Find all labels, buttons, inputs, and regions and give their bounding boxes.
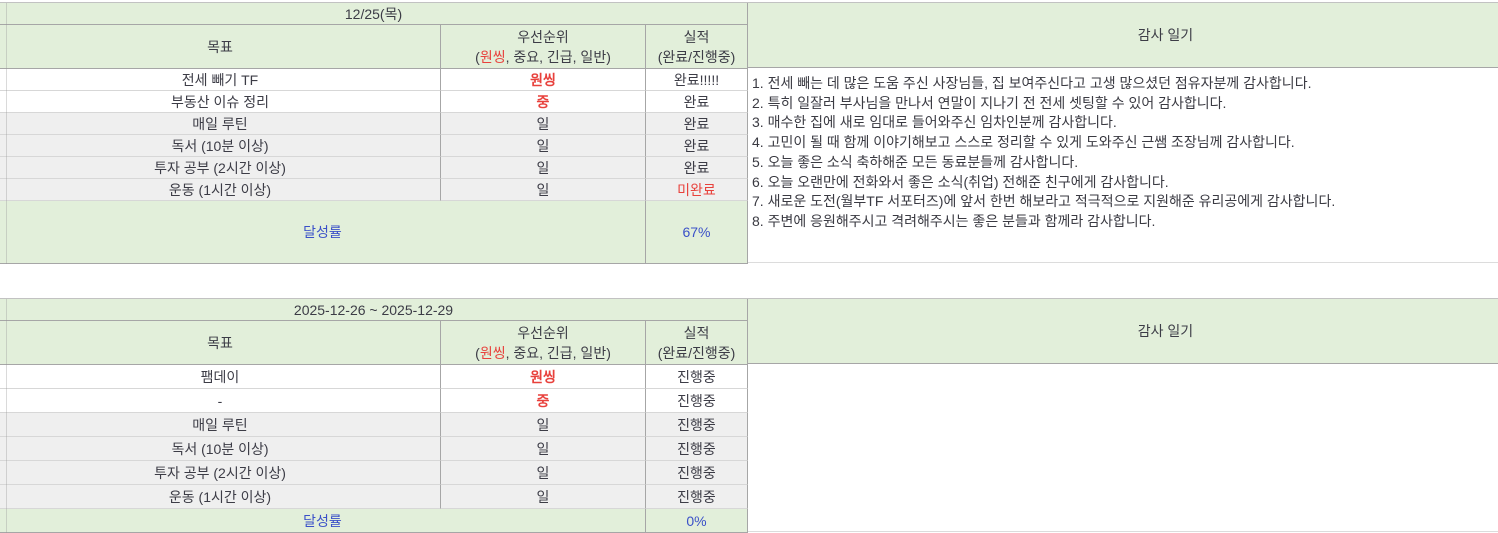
priority-cell[interactable]: 중	[441, 91, 646, 113]
diary-line: 6. 오늘 오랜만에 전화와서 좋은 소식(취업) 전해준 친구에게 감사합니다…	[752, 173, 1169, 190]
priority-cell[interactable]: 일	[441, 413, 646, 437]
goal-cell[interactable]: 운동 (1시간 이상)	[0, 179, 441, 201]
status-cell[interactable]: 진행중	[646, 461, 748, 485]
priority-cell[interactable]: 일	[441, 157, 646, 179]
result-column-header[interactable]: 실적 (완료/진행중)	[646, 25, 748, 69]
goal-cell[interactable]: 매일 루틴	[0, 113, 441, 135]
result-column-label: 실적	[683, 28, 710, 45]
diary-line: 2. 특히 일잘러 부사님을 만나서 연말이 지나기 전 전세 셋팅할 수 있어…	[752, 94, 1227, 111]
result-column-sublabel: (완료/진행중)	[657, 344, 736, 361]
result-column-sublabel: (완료/진행중)	[657, 48, 736, 65]
priority-column-label: 우선순위	[517, 28, 569, 45]
status-cell[interactable]: 완료	[646, 157, 748, 179]
achievement-rate-label[interactable]: 달성률	[0, 201, 646, 264]
diary-line: 1. 전세 빼는 데 많은 도움 주신 사장님들, 집 보여주신다고 고생 많으…	[752, 75, 1312, 91]
diary-line: 5. 오늘 좋은 소식 축하해준 모든 동료분들께 감사합니다.	[752, 153, 1079, 170]
priority-cell[interactable]: 일	[441, 113, 646, 135]
status-cell[interactable]: 미완료	[646, 179, 748, 201]
diary-line: 7. 새로운 도전(월부TF 서포터즈)에 앞서 한번 해보라고 적극적으로 지…	[752, 193, 1336, 210]
period-header-cell[interactable]: 12/25(목)	[0, 3, 748, 25]
priority-cell[interactable]: 일	[441, 135, 646, 157]
goal-cell[interactable]: 매일 루틴	[0, 413, 441, 437]
weekly-goal-table: 2025-12-26 ~ 2025-12-29 목표 우선순위 (원씽, 중요,…	[0, 298, 748, 533]
priority-column-header[interactable]: 우선순위 (원씽, 중요, 긴급, 일반)	[441, 321, 646, 365]
priority-cell[interactable]: 일	[441, 485, 646, 509]
diary-line: 4. 고민이 될 때 함께 이야기해보고 스스로 정리할 수 있게 도와주신 근…	[752, 134, 1295, 151]
goal-cell[interactable]: 팸데이	[0, 365, 441, 389]
gratitude-diary-header[interactable]: 감사 일기	[748, 298, 1498, 364]
goal-cell[interactable]: -	[0, 389, 441, 413]
priority-cell[interactable]: 일	[441, 461, 646, 485]
gratitude-diary-content[interactable]	[748, 364, 1498, 532]
achievement-rate-value[interactable]: 67%	[646, 201, 748, 264]
daily-goal-table: 12/25(목) 목표 우선순위 (원씽, 중요, 긴급, 일반) 실적 (완료…	[0, 2, 748, 264]
goal-column-header[interactable]: 목표	[0, 25, 441, 69]
gratitude-diary-content[interactable]: 1. 전세 빼는 데 많은 도움 주신 사장님들, 집 보여주신다고 고생 많으…	[748, 68, 1498, 263]
priority-column-label: 우선순위	[517, 324, 569, 341]
diary-line: 8. 주변에 응원해주시고 격려해주시는 좋은 분들과 함께라 감사합니다.	[752, 212, 1156, 229]
period-header-cell[interactable]: 2025-12-26 ~ 2025-12-29	[0, 299, 748, 321]
priority-cell[interactable]: 원씽	[441, 365, 646, 389]
status-cell[interactable]: 완료	[646, 91, 748, 113]
goal-column-label: 목표	[207, 334, 233, 351]
priority-column-header[interactable]: 우선순위 (원씽, 중요, 긴급, 일반)	[441, 25, 646, 69]
status-cell[interactable]: 진행중	[646, 389, 748, 413]
goal-cell[interactable]: 전세 빼기 TF	[0, 69, 441, 91]
status-cell[interactable]: 진행중	[646, 437, 748, 461]
result-column-label: 실적	[683, 324, 710, 341]
achievement-rate-value[interactable]: 0%	[646, 509, 748, 533]
goal-cell[interactable]: 독서 (10분 이상)	[0, 437, 441, 461]
goal-cell[interactable]: 부동산 이슈 정리	[0, 91, 441, 113]
priority-cell[interactable]: 중	[441, 389, 646, 413]
status-cell[interactable]: 진행중	[646, 365, 748, 389]
goal-cell[interactable]: 투자 공부 (2시간 이상)	[0, 461, 441, 485]
priority-cell[interactable]: 원씽	[441, 69, 646, 91]
achievement-rate-label[interactable]: 달성률	[0, 509, 646, 533]
priority-column-sublabel: (원씽, 중요, 긴급, 일반)	[475, 48, 611, 65]
goal-cell[interactable]: 투자 공부 (2시간 이상)	[0, 157, 441, 179]
status-cell[interactable]: 진행중	[646, 485, 748, 509]
gratitude-diary-header[interactable]: 감사 일기	[748, 2, 1498, 68]
goal-column-label: 목표	[207, 38, 233, 55]
goal-cell[interactable]: 독서 (10분 이상)	[0, 135, 441, 157]
status-cell[interactable]: 완료	[646, 113, 748, 135]
priority-cell[interactable]: 일	[441, 179, 646, 201]
status-cell[interactable]: 진행중	[646, 413, 748, 437]
priority-cell[interactable]: 일	[441, 437, 646, 461]
goal-column-header[interactable]: 목표	[0, 321, 441, 365]
priority-column-sublabel: (원씽, 중요, 긴급, 일반)	[475, 344, 611, 361]
status-cell[interactable]: 완료	[646, 135, 748, 157]
goal-cell[interactable]: 운동 (1시간 이상)	[0, 485, 441, 509]
status-cell[interactable]: 완료!!!!!	[646, 69, 748, 91]
result-column-header[interactable]: 실적 (완료/진행중)	[646, 321, 748, 365]
diary-line: 3. 매수한 집에 새로 임대로 들어와주신 임차인분께 감사합니다.	[752, 114, 1117, 131]
